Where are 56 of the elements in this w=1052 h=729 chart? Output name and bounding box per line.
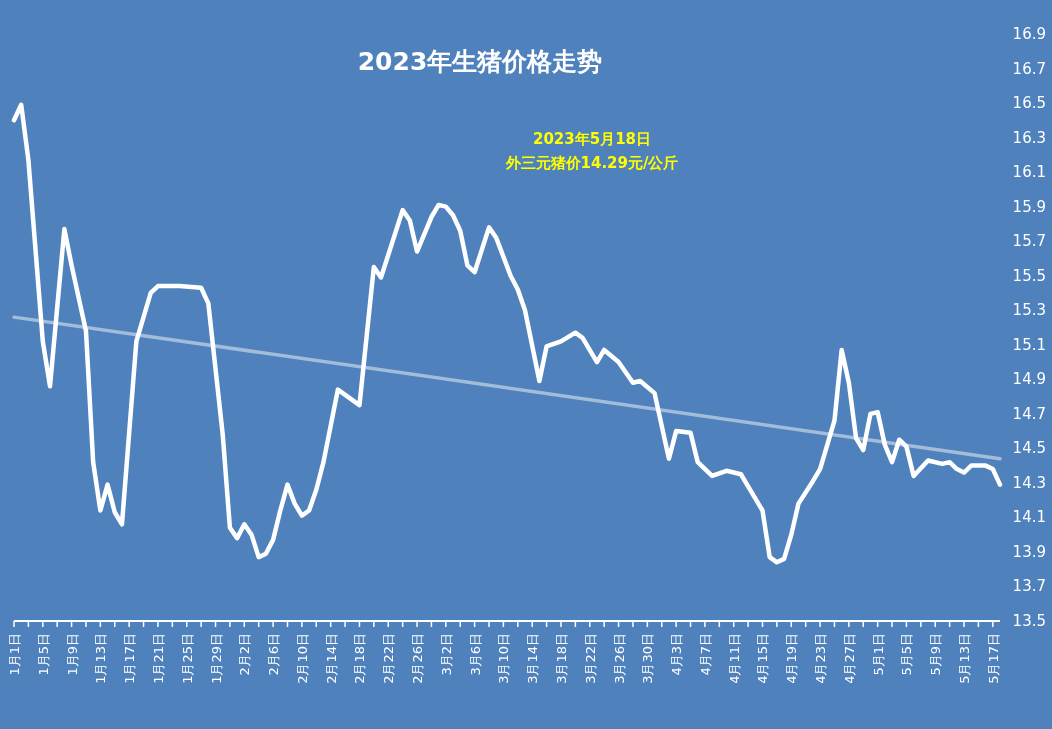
y-tick-label: 16.5 xyxy=(1012,94,1046,113)
x-tick-label: 2月26日 xyxy=(410,633,426,684)
y-tick-label: 16.7 xyxy=(1012,59,1046,78)
x-tick-label: 1月17日 xyxy=(122,633,138,684)
x-tick-label: 3月22日 xyxy=(582,633,598,684)
x-tick-label: 3月10日 xyxy=(496,633,512,684)
x-tick-label: 1月21日 xyxy=(150,633,166,684)
x-tick-label: 3月30日 xyxy=(640,633,656,684)
y-tick-label: 16.3 xyxy=(1012,128,1046,147)
x-tick-label: 5月13日 xyxy=(957,633,973,684)
x-tick-label: 5月17日 xyxy=(985,633,1001,684)
y-tick-label: 13.9 xyxy=(1012,542,1046,561)
x-tick-label: 3月18日 xyxy=(553,633,569,684)
x-tick-label: 5月5日 xyxy=(899,633,915,676)
x-tick-label: 2月10日 xyxy=(294,633,310,684)
x-tick-label: 5月9日 xyxy=(928,633,944,676)
y-tick-label: 15.7 xyxy=(1012,232,1046,251)
y-tick-label: 14.5 xyxy=(1012,439,1046,458)
x-tick-label: 1月13日 xyxy=(93,633,109,684)
y-tick-label: 15.9 xyxy=(1012,197,1046,216)
x-tick-label: 2月2日 xyxy=(237,633,253,676)
y-tick-label: 14.9 xyxy=(1012,370,1046,389)
y-tick-label: 13.5 xyxy=(1012,612,1046,630)
y-tick-label: 16.9 xyxy=(1012,25,1046,43)
x-tick-label: 4月23日 xyxy=(813,633,829,684)
x-tick-label: 1月9日 xyxy=(64,633,80,676)
x-tick-label: 1月1日 xyxy=(7,633,22,676)
x-tick-label: 4月15日 xyxy=(755,633,771,684)
y-tick-label: 14.3 xyxy=(1012,473,1046,492)
y-tick-label: 15.1 xyxy=(1012,335,1046,354)
x-tick-label: 4月7日 xyxy=(697,633,713,676)
x-tick-label: 3月14日 xyxy=(525,633,541,684)
x-tick-label: 4月19日 xyxy=(784,633,800,684)
x-tick-label: 2月18日 xyxy=(352,633,368,684)
y-tick-label: 14.7 xyxy=(1012,404,1046,423)
y-tick-label: 14.1 xyxy=(1012,508,1046,527)
x-tick-label: 2月14日 xyxy=(323,633,339,684)
x-tick-label: 3月6日 xyxy=(467,633,483,676)
annotation: 外三元猪价14.29元/公斤 xyxy=(504,154,679,172)
x-tick-label: 1月25日 xyxy=(179,633,195,684)
x-tick-label: 5月1日 xyxy=(870,633,886,676)
annotation: 2023年5月18日 xyxy=(532,130,652,148)
y-tick-label: 13.7 xyxy=(1012,577,1046,596)
text: 2023年生猪价格走势 xyxy=(357,47,603,76)
x-tick-label: 2月22日 xyxy=(381,633,397,684)
y-tick-label: 16.1 xyxy=(1012,163,1046,182)
x-tick-label: 2月6日 xyxy=(266,633,282,676)
x-tick-label: 3月26日 xyxy=(611,633,627,684)
y-tick-label: 15.5 xyxy=(1012,266,1046,285)
x-tick-label: 1月29日 xyxy=(208,633,224,684)
x-tick-label: 4月11日 xyxy=(726,633,742,684)
x-tick-label: 4月27日 xyxy=(841,633,857,684)
y-tick-label: 15.3 xyxy=(1012,301,1046,320)
x-tick-label: 3月2日 xyxy=(438,633,454,676)
x-tick-label: 1月5日 xyxy=(35,633,51,676)
x-tick-label: 4月3日 xyxy=(669,633,685,676)
